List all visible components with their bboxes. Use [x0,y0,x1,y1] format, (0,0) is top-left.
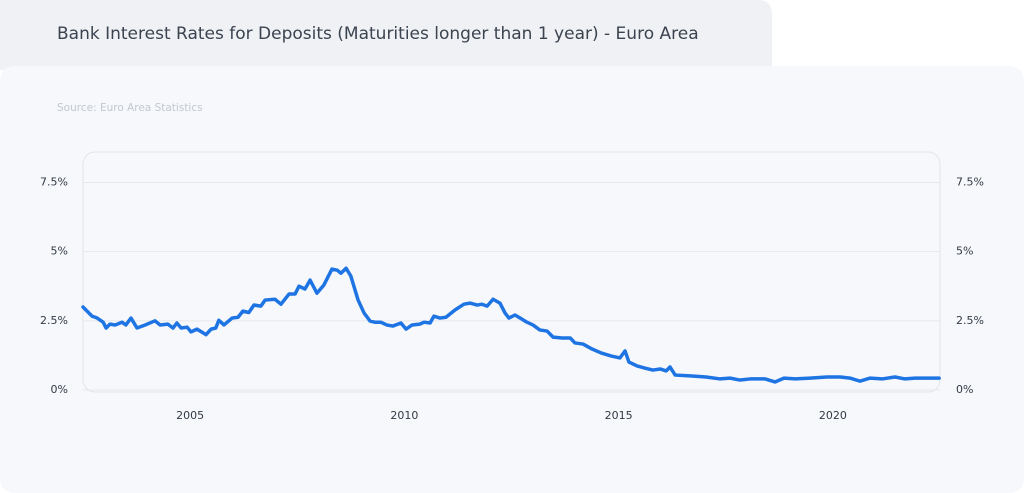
y2-tick-label: 2.5% [956,314,984,327]
x-tick-label: 2015 [605,409,633,422]
y2-tick-label: 0% [956,383,973,396]
title-tab [0,0,772,70]
x-tick-label: 2020 [819,409,847,422]
y-tick-label: 2.5% [40,314,68,327]
y-tick-label: 0% [51,383,68,396]
y2-tick-label: 5% [956,245,973,258]
x-tick-label: 2010 [390,409,418,422]
y-tick-label: 5% [51,245,68,258]
y-tick-label: 7.5% [40,175,68,188]
x-tick-label: 2005 [176,409,204,422]
y2-tick-label: 7.5% [956,175,984,188]
chart-card [0,66,1024,493]
plot-frame [82,151,941,393]
chart-source: Source: Euro Area Statistics [57,102,203,114]
chart-title: Bank Interest Rates for Deposits (Maturi… [57,24,699,44]
data-line [81,266,941,384]
